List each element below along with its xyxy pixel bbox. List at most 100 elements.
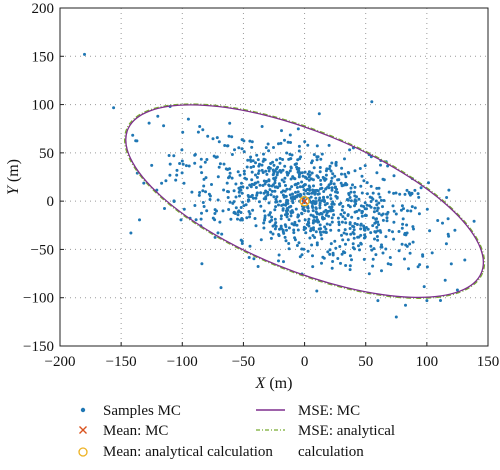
sample-point — [264, 179, 268, 183]
sample-point — [262, 152, 265, 156]
sample-point — [273, 185, 277, 189]
sample-point — [319, 183, 323, 186]
sample-point — [346, 213, 350, 217]
sample-point — [267, 149, 271, 153]
sample-point — [284, 201, 288, 205]
sample-point — [274, 205, 278, 209]
sample-point — [358, 167, 362, 170]
sample-point — [245, 177, 248, 181]
sample-point — [285, 228, 288, 232]
sample-point — [256, 172, 260, 175]
sample-point — [263, 182, 267, 186]
sample-point — [285, 210, 289, 214]
sample-point — [217, 140, 221, 144]
sample-point — [373, 206, 377, 210]
sample-point — [312, 166, 316, 170]
sample-point — [181, 162, 185, 166]
sample-point — [277, 182, 281, 186]
sample-point — [186, 117, 190, 121]
sample-point — [237, 146, 241, 150]
sample-point — [255, 193, 259, 197]
sample-point — [328, 248, 332, 252]
sample-point — [261, 184, 265, 187]
sample-point — [242, 139, 246, 143]
sample-point — [329, 242, 333, 246]
sample-point — [425, 299, 429, 303]
sample-point — [444, 242, 448, 246]
sample-point — [315, 155, 319, 159]
sample-point — [392, 174, 396, 178]
sample-point — [262, 221, 266, 225]
x-axis-unit: (m) — [265, 375, 292, 392]
sample-point — [345, 232, 349, 236]
legend-label-mse-analytical-line2: calculation — [298, 444, 364, 460]
sample-point — [227, 208, 231, 211]
sample-point — [218, 162, 222, 166]
sample-point — [386, 164, 390, 168]
sample-point — [229, 217, 233, 221]
sample-point — [334, 246, 338, 250]
sample-point — [340, 172, 343, 176]
sample-point — [376, 220, 380, 224]
sample-point — [265, 172, 269, 176]
sample-point — [318, 223, 322, 227]
sample-point — [303, 218, 307, 222]
sample-point — [324, 231, 328, 234]
sample-point — [180, 171, 184, 175]
sample-point — [233, 148, 236, 152]
sample-point — [112, 106, 116, 110]
sample-point — [402, 207, 405, 211]
sample-point — [391, 230, 394, 234]
sample-point — [369, 231, 373, 235]
sample-point — [349, 186, 353, 190]
sample-point — [255, 191, 259, 195]
sample-point — [325, 202, 329, 205]
sample-point — [385, 219, 389, 223]
sample-point — [329, 169, 333, 173]
sample-point — [348, 264, 352, 268]
sample-point — [190, 190, 194, 194]
sample-point — [326, 250, 330, 254]
sample-point — [273, 181, 277, 185]
sample-point — [397, 230, 401, 233]
sample-point — [240, 217, 244, 220]
sample-point — [328, 205, 332, 209]
sample-point — [260, 163, 264, 167]
sample-point — [327, 167, 331, 171]
sample-point — [287, 242, 291, 245]
sample-point — [278, 157, 282, 160]
sample-point — [160, 181, 164, 185]
sample-point — [194, 218, 198, 222]
sample-point — [399, 208, 403, 212]
sample-point — [416, 265, 420, 269]
sample-point — [359, 241, 363, 245]
sample-point — [205, 158, 209, 161]
sample-point — [281, 228, 285, 232]
sample-point — [317, 192, 321, 196]
sample-point — [375, 186, 379, 190]
sample-point — [314, 210, 318, 214]
sample-point — [275, 200, 279, 204]
sample-point — [336, 216, 340, 220]
sample-point — [453, 228, 457, 232]
sample-point — [236, 217, 239, 221]
sample-point — [315, 241, 319, 245]
sample-point — [266, 190, 270, 194]
sample-point — [262, 209, 266, 213]
sample-point — [314, 196, 318, 200]
sample-point — [278, 227, 281, 231]
sample-point — [363, 164, 367, 168]
sample-point — [301, 185, 305, 189]
sample-point — [320, 199, 324, 203]
sample-point — [269, 236, 273, 240]
sample-point — [222, 188, 226, 192]
sample-point — [219, 286, 223, 290]
sample-point — [382, 178, 386, 182]
sample-point — [373, 221, 377, 225]
sample-point — [405, 244, 409, 248]
sample-point — [201, 201, 205, 204]
sample-point — [317, 227, 321, 231]
sample-point — [381, 212, 385, 216]
sample-point — [404, 233, 408, 237]
sample-point — [341, 205, 345, 208]
